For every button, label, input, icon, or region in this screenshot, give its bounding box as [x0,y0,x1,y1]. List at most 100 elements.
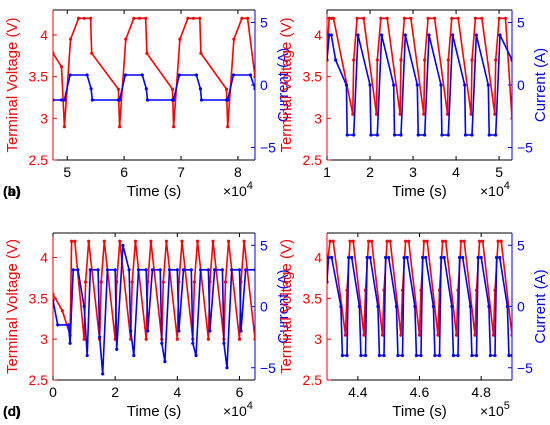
x-exponent-base: ×10 [480,403,504,419]
data-point-current [510,353,512,358]
data-point-current [121,243,125,247]
data-point-current [53,98,55,102]
data-point-current [339,304,343,309]
data-point-current [439,83,443,87]
data-point-current [237,268,242,272]
y-axis-right-label: Current (A) [532,48,549,122]
data-point-voltage [425,239,429,243]
data-point-current [470,353,474,358]
data-point-current [446,133,450,137]
data-point-voltage [178,37,182,41]
y-left-tick-label: 3 [314,110,322,126]
data-point-voltage [422,239,426,243]
x-exponent-base: ×10 [480,183,504,199]
data-point-current [396,353,400,358]
data-point-voltage [385,239,389,243]
y-left-tick-label: 3.5 [303,290,323,306]
data-point-voltage [399,58,403,62]
series-voltage [53,16,255,129]
data-point-voltage [53,51,55,55]
data-point-current [85,73,89,77]
data-point-voltage [367,239,371,243]
data-point-current [144,87,148,91]
x-exponent-label: ×104 [223,400,253,419]
data-point-current [400,353,405,358]
series-current [53,73,255,102]
x-tick-label: 4 [452,164,460,180]
data-point-voltage [441,239,445,243]
data-point-current [510,58,512,62]
series-line-voltage [327,240,512,336]
data-point-current [160,341,164,345]
x-exponent-power: 5 [504,400,510,412]
data-point-current [189,268,193,272]
data-point-current [53,298,55,302]
data-point-voltage [161,280,165,284]
data-point-voltage [144,337,148,341]
data-point-current [392,133,397,137]
data-point-current [427,33,431,37]
data-point-current [451,33,455,37]
data-point-current [194,353,198,358]
data-point-current [344,83,348,87]
data-point-voltage [89,16,93,20]
data-point-current [68,341,72,345]
data-point-current [451,353,455,358]
data-point-current [377,353,381,358]
y-left-tick-label: 3 [40,110,48,126]
data-point-current [140,73,144,77]
data-point-voltage [60,309,64,313]
data-point-voltage [170,87,175,91]
data-point-current [225,366,229,370]
data-point-current [66,323,71,327]
data-point-voltage [499,239,503,243]
data-point-voltage [144,16,148,20]
data-point-current [327,255,331,260]
x-exponent-power: 4 [504,180,510,192]
data-point-current [456,353,460,358]
panel-label: (b) [3,183,21,199]
panel-label: (d) [3,403,21,419]
data-point-current [127,268,131,272]
data-point-current [206,268,210,272]
x-exponent-label: ×104 [480,180,510,199]
data-point-current [59,98,64,102]
data-point-current [474,33,478,37]
data-point-voltage [124,37,128,41]
data-point-current [419,353,423,358]
data-point-current [327,280,329,284]
data-point-current [327,58,329,62]
y-axis-right-label: Current (A) [532,269,549,343]
data-point-current [394,304,398,309]
data-point-current [220,268,224,272]
data-point-voltage [351,239,355,243]
data-point-current [163,360,167,364]
data-point-voltage [132,16,136,20]
data-point-current [498,33,502,37]
data-point-current [415,83,419,87]
data-point-voltage [456,16,460,20]
data-point-voltage [253,75,255,79]
y-right-tick-label: 5 [260,15,268,31]
chart-panel-3: 4.4 4.6 4.8 2.5 3 3.5 4 −5 0 5 Time (s) Terminal Vo… [3,232,549,420]
data-point-current [474,353,479,358]
panel-label: (c) [3,403,20,419]
y-axis-left-label: Terminal Voltage (V) [278,17,295,152]
data-point-voltage [388,239,392,243]
data-point-current [88,268,92,272]
data-point-current [414,353,418,358]
data-point-current [368,255,372,260]
data-point-voltage [450,16,454,20]
data-point-current [387,255,391,260]
data-point-current [85,353,89,358]
data-point-voltage [145,51,149,55]
data-point-current [199,98,204,102]
data-point-voltage [351,112,355,116]
data-point-voltage [70,239,74,243]
x-axis-label: Time (s) [127,183,181,200]
data-point-voltage [407,239,411,243]
data-point-current [330,255,334,260]
y-left-tick-label: 3 [314,331,322,347]
data-point-current [129,329,133,333]
data-point-voltage [402,16,406,20]
